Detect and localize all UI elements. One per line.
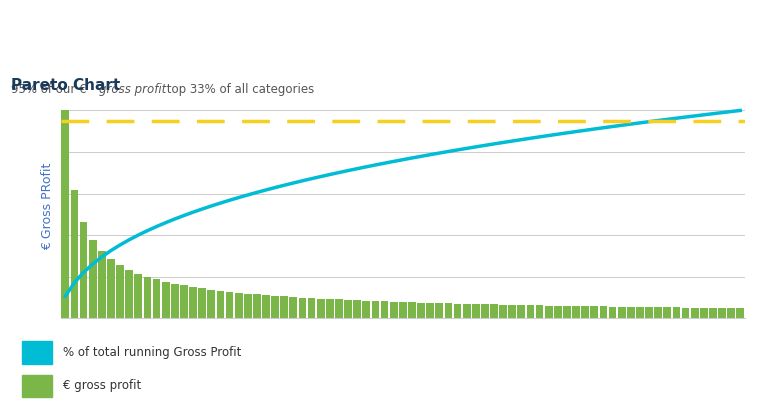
Bar (609, 306, 616, 318)
Bar (654, 307, 662, 318)
Text: top 33% of all categories: top 33% of all categories (163, 83, 315, 96)
Bar (353, 300, 361, 318)
Bar (326, 299, 334, 318)
Bar (417, 302, 425, 318)
Bar (426, 303, 434, 318)
Bar (408, 302, 416, 318)
Bar (308, 298, 315, 318)
Bar (536, 305, 543, 318)
Bar (125, 270, 133, 318)
Bar (545, 306, 553, 318)
Bar (280, 296, 288, 318)
Bar (372, 301, 379, 318)
Bar (299, 297, 306, 318)
Bar (153, 279, 160, 318)
Bar (709, 308, 717, 318)
Bar (171, 284, 179, 318)
Bar (563, 306, 571, 318)
Bar (189, 287, 197, 318)
Bar (736, 308, 744, 318)
Text: Pareto Chart: Pareto Chart (11, 78, 121, 93)
Text: 95% of our €: 95% of our € (11, 83, 90, 96)
Bar (207, 290, 215, 318)
Bar (235, 293, 242, 318)
Bar (673, 307, 680, 318)
Bar (518, 305, 525, 318)
Bar (645, 307, 653, 318)
Bar (363, 301, 370, 318)
Bar (244, 294, 252, 318)
Bar (463, 304, 470, 318)
Bar (508, 305, 516, 318)
Bar (718, 308, 726, 318)
Bar (636, 307, 644, 318)
Bar (344, 300, 352, 318)
Bar (381, 302, 388, 318)
Bar (144, 277, 151, 318)
FancyBboxPatch shape (23, 341, 52, 364)
Bar (581, 306, 589, 318)
Bar (262, 295, 270, 318)
Text: % of total running Gross Profit: % of total running Gross Profit (62, 346, 241, 359)
Bar (435, 303, 443, 318)
FancyBboxPatch shape (23, 375, 52, 397)
Bar (700, 308, 708, 318)
Bar (618, 307, 625, 318)
Bar (627, 307, 635, 318)
Bar (217, 291, 224, 318)
Bar (454, 304, 461, 318)
Bar (135, 274, 142, 318)
Bar (271, 296, 279, 318)
Bar (180, 286, 188, 318)
Bar (399, 302, 407, 318)
Bar (663, 307, 671, 318)
Bar (71, 191, 78, 318)
Bar (116, 265, 124, 318)
Bar (527, 305, 534, 318)
Bar (226, 292, 233, 318)
Bar (317, 299, 325, 318)
Bar (691, 308, 698, 318)
Text: € gross profit: € gross profit (62, 379, 141, 392)
Bar (62, 111, 69, 318)
Bar (600, 306, 607, 318)
Bar (554, 306, 562, 318)
Bar (80, 222, 87, 318)
Bar (198, 288, 206, 318)
Bar (390, 302, 397, 318)
Bar (98, 251, 106, 318)
Text: gross profit: gross profit (99, 83, 166, 96)
Bar (162, 282, 169, 318)
Bar (472, 304, 480, 318)
Bar (572, 306, 580, 318)
Bar (335, 299, 343, 318)
Bar (89, 239, 97, 318)
Bar (682, 308, 689, 318)
Bar (490, 304, 498, 318)
Bar (253, 294, 261, 318)
Bar (591, 306, 598, 318)
Bar (107, 259, 115, 318)
Text: Profitability Analysis Across Categories: Profitability Analysis Across Categories (11, 27, 507, 47)
Bar (445, 303, 452, 318)
Bar (499, 305, 507, 318)
Bar (290, 297, 297, 318)
Y-axis label: € Gross PRofit: € Gross PRofit (41, 162, 54, 250)
Bar (727, 308, 735, 318)
Bar (481, 304, 489, 318)
